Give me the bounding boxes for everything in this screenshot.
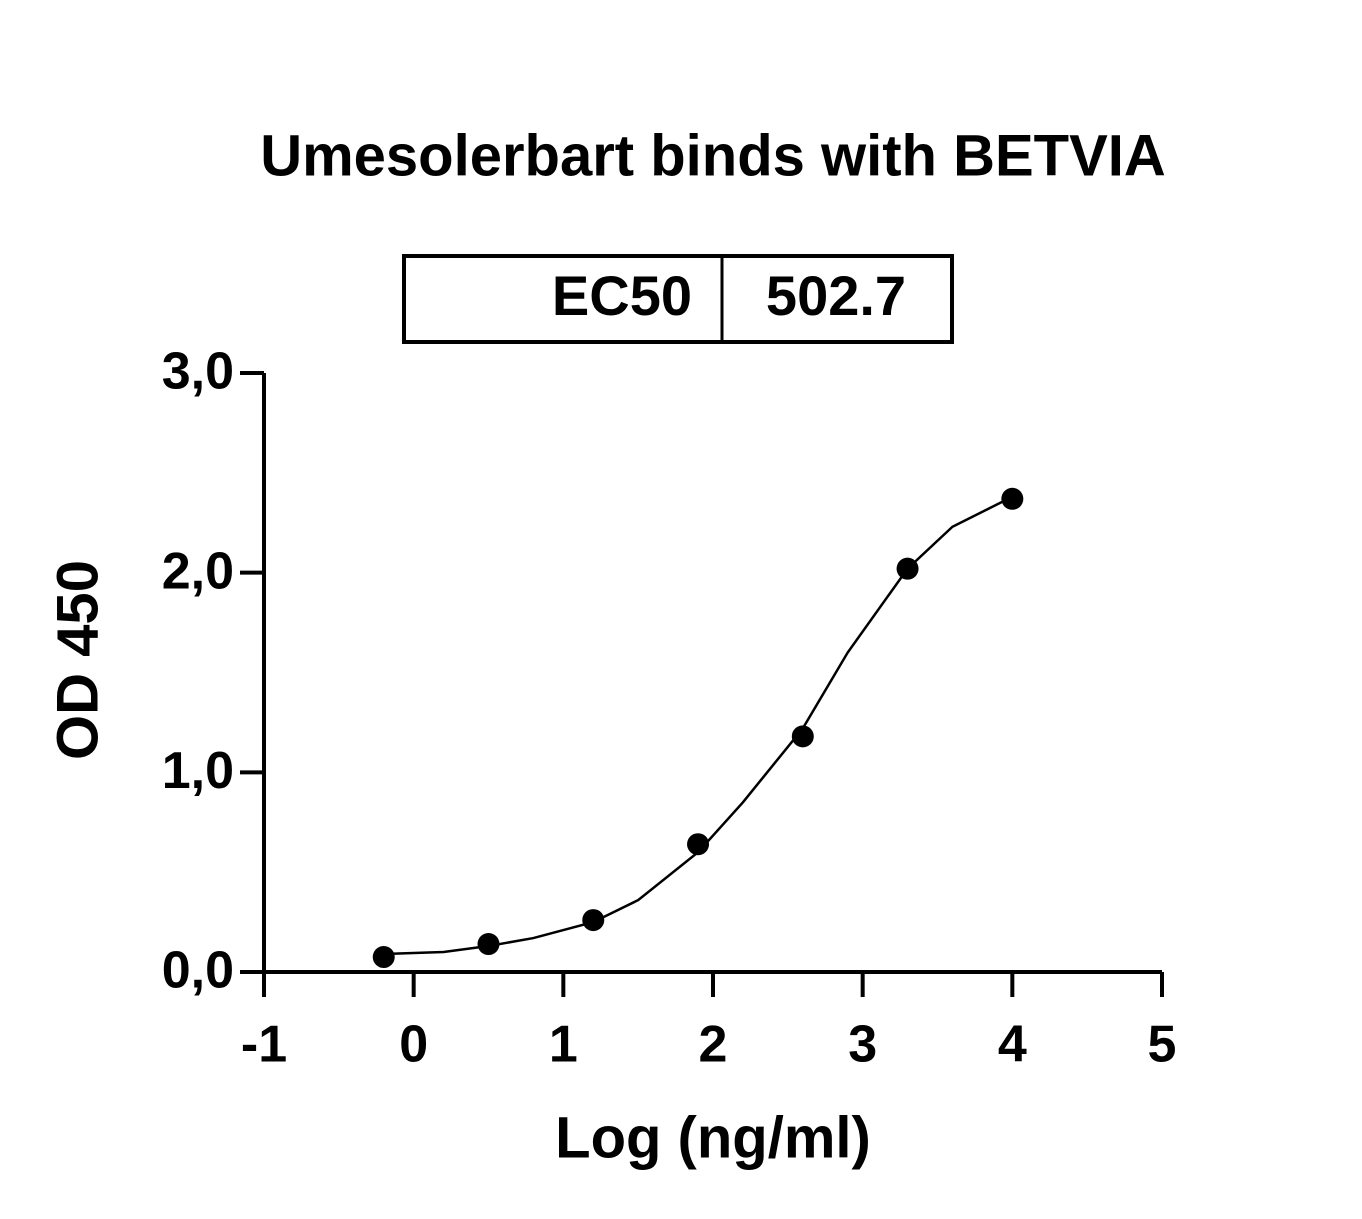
data-point [372,946,395,969]
x-tick-label: 1 [549,1016,578,1074]
data-point [1001,487,1024,510]
y-axis-label: OD 450 [45,560,110,760]
data-point [687,833,710,856]
y-tick-label: 3,0 [162,343,234,401]
chart-title: Umesolerbart binds with BETVIA [260,123,1166,188]
data-point [896,557,919,580]
x-tick-label: 5 [1148,1016,1177,1074]
data-point [791,725,814,748]
data-point [477,933,500,956]
x-tick-label: -1 [241,1016,287,1074]
y-tick-label: 1,0 [162,742,234,800]
y-tick-label: 2,0 [162,542,234,600]
x-tick-label: 4 [998,1016,1027,1074]
table-value: 502.7 [766,264,906,327]
x-tick-label: 3 [848,1016,877,1074]
y-tick-label: 0,0 [162,942,234,1000]
x-tick-label: 2 [699,1016,728,1074]
data-point [582,909,605,932]
ec50-table [402,254,954,344]
x-axis-label: Log (ng/ml) [555,1105,871,1170]
x-tick-label: 0 [399,1016,428,1074]
table-label: EC50 [552,264,692,327]
